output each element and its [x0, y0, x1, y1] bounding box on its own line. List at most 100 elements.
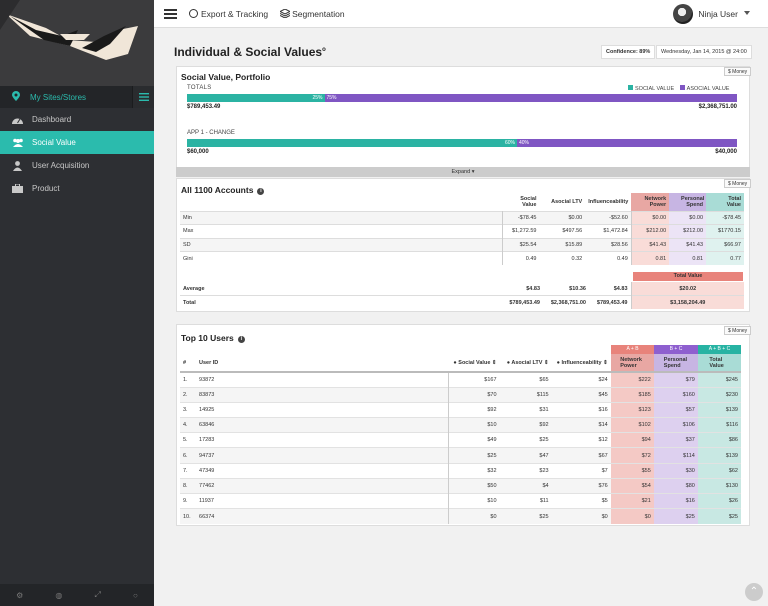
table-row[interactable]: 4. 63846 $10 $92 $14 $102 $106 $116 — [180, 417, 741, 433]
avatar — [673, 4, 694, 24]
chevron-down-icon — [744, 11, 750, 18]
totals-asocial-segment: 75% — [324, 94, 737, 102]
user-name: Ninja User — [698, 9, 738, 19]
money-toggle[interactable]: $ Money — [724, 326, 752, 335]
site-selector[interactable]: My Sites/Stores — [0, 86, 154, 108]
expand-icon[interactable]: ⤢ — [94, 590, 101, 599]
export-tracking-link[interactable]: Export & Tracking — [189, 9, 268, 19]
totals-bar: 25% 75% — [187, 94, 737, 102]
col-network-power-sort[interactable]: Network Power — [610, 354, 654, 372]
chevron-up-icon: ⌃ — [749, 586, 759, 597]
cell-value: $24 — [598, 376, 608, 383]
sort-icon: ⇕ — [603, 359, 608, 366]
sidebar-item-product[interactable]: Product — [0, 177, 154, 200]
cell-value: $1,472.84 — [585, 224, 632, 238]
col-total-value-sort[interactable]: Total Value — [697, 354, 741, 372]
cell-value: $23 — [539, 467, 549, 474]
cell-value: $230 — [697, 387, 741, 403]
settings-icon[interactable]: ⚙ — [16, 590, 24, 600]
info-icon[interactable]: i — [257, 188, 265, 195]
cell-value: $49 — [487, 437, 497, 444]
col-social-value-sort[interactable]: ● Social Value ⇕ — [448, 354, 499, 372]
table-row[interactable]: 7. 47349 $32 $23 $7 $55 $30 $62 — [180, 463, 741, 479]
table-row[interactable]: 2. 83873 $70 $115 $45 $185 $160 $230 — [180, 387, 741, 403]
page-title-mark: o — [322, 47, 326, 53]
cell-value: $160 — [653, 387, 698, 403]
dashboard-icon — [11, 115, 24, 125]
average-social: $4.83 — [526, 285, 540, 292]
cell-value: $1,272.59 — [512, 228, 537, 235]
cell-value: 1. — [183, 376, 188, 383]
cell-value: $25 — [487, 452, 497, 459]
row-label: Max — [180, 224, 504, 238]
cell-value: $50 — [487, 482, 497, 489]
scroll-to-top-button[interactable]: ⌃ — [745, 583, 763, 601]
cell-value: $67 — [598, 452, 608, 459]
social-icon: ● — [453, 359, 457, 366]
sidebar-item-dashboard[interactable]: Dashboard — [0, 108, 154, 131]
app-asocial-segment: 40% — [517, 139, 737, 147]
table-row[interactable]: 8. 77462 $50 $4 $76 $54 $80 $130 — [180, 478, 741, 494]
cell-value: $32 — [487, 467, 497, 474]
segmentation-link[interactable]: Segmentation — [278, 8, 345, 19]
table-row[interactable]: 10. 66374 $0 $25 $0 $0 $25 $25 — [180, 508, 741, 524]
col-asocial-ltv-sort[interactable]: ● Asocial LTV ⇕ — [500, 354, 552, 372]
app-social-amount: $60,000 — [187, 149, 209, 155]
sidebar: My Sites/Stores Dashboard Social Value U… — [0, 0, 154, 606]
layers-icon — [278, 8, 292, 19]
info-icon[interactable]: i — [237, 336, 245, 343]
cell-value: $25 — [539, 437, 549, 444]
cell-value: -$78.45 — [517, 214, 537, 221]
user-menu[interactable]: Ninja User — [673, 4, 750, 24]
total-value-header: Total Value — [633, 272, 743, 281]
hamburger-icon[interactable] — [164, 7, 177, 21]
sidebar-menu-icon[interactable] — [132, 86, 154, 108]
date-selector[interactable]: Wednesday, Jan 14, 2015 @ 24:00 — [656, 45, 752, 59]
sidebar-nav: Dashboard Social Value User Acquisition … — [0, 108, 154, 200]
sidebar-item-social-value[interactable]: Social Value — [0, 131, 154, 154]
cell-value: $41.43 — [669, 238, 707, 252]
cell-value: $76 — [598, 482, 608, 489]
table-row[interactable]: 5. 17283 $49 $25 $12 $94 $37 $86 — [180, 432, 741, 448]
ninja-logo[interactable] — [0, 0, 154, 86]
cell-value: 94737 — [196, 447, 449, 464]
power-icon[interactable]: ○ — [133, 590, 138, 600]
cell-value: 0.77 — [706, 251, 744, 265]
cell-value: $0.00 — [568, 214, 583, 221]
col-total-value: Total Value — [706, 193, 744, 211]
col-personal-spend-sort[interactable]: Personal Spend — [653, 354, 698, 372]
sidebar-item-user-acquisition[interactable]: User Acquisition — [0, 154, 154, 177]
cell-value: $57 — [653, 402, 698, 418]
cell-value: $12 — [598, 437, 608, 444]
total-asocial: $2,368,751.00 — [550, 299, 586, 306]
globe-icon[interactable]: ◍ — [55, 590, 63, 600]
col-influence-sort[interactable]: ● Influenceability ⇕ — [552, 354, 611, 372]
cell-value: -$78.45 — [706, 211, 744, 225]
col-user-id[interactable]: User ID — [196, 354, 448, 372]
expand-button[interactable]: Expand ▾ — [176, 167, 750, 177]
total-social: $789,453.49 — [509, 299, 540, 306]
table-row[interactable]: 9. 11937 $10 $11 $5 $21 $16 $26 — [180, 493, 741, 509]
table-row[interactable]: 6. 94737 $25 $47 $67 $72 $114 $139 — [180, 447, 741, 464]
accounts-table: Social Value Asocial LTV Influenceabilit… — [180, 193, 744, 265]
table-row[interactable]: 1. 93872 $167 $65 $24 $222 $79 $245 — [180, 372, 741, 388]
cell-value: $65 — [539, 376, 549, 383]
cell-value: $45 — [598, 391, 608, 398]
money-toggle[interactable]: $ Money — [724, 67, 752, 76]
top-users-title-text: Top 10 Users — [181, 333, 234, 343]
cell-value: $139 — [697, 447, 741, 464]
cell-value: $0.00 — [669, 211, 707, 225]
cell-value: $47 — [539, 452, 549, 459]
cell-value: 8. — [183, 482, 188, 489]
cell-value: 0.32 — [571, 255, 583, 262]
money-toggle[interactable]: $ Money — [724, 179, 752, 188]
cell-value: 17283 — [196, 432, 449, 448]
cell-value: $54 — [610, 478, 654, 494]
col-influenceability: Influenceability — [588, 198, 629, 205]
cell-value: $16 — [653, 493, 698, 509]
cell-value: $21 — [610, 493, 654, 509]
table-row[interactable]: 3. 14925 $92 $31 $16 $123 $57 $139 — [180, 402, 741, 418]
app-bar: 60% 40% — [187, 139, 737, 147]
app-asocial-amount: $40,000 — [715, 149, 737, 155]
group-header-b-c: B + C — [654, 345, 698, 354]
